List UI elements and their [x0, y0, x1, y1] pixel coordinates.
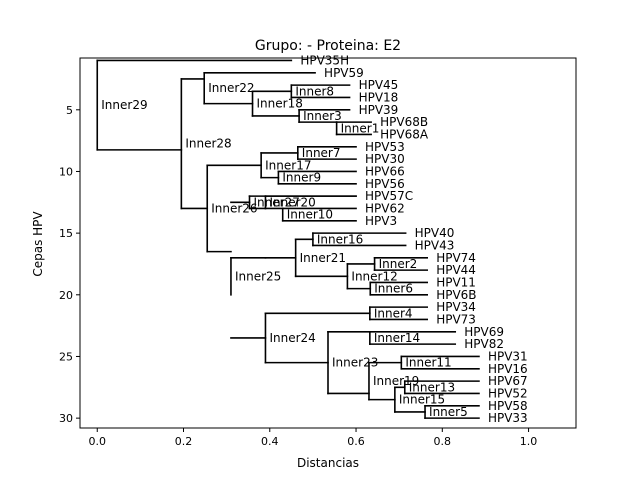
x-tick-label: 0.2 — [175, 435, 193, 448]
leaf-label: HPV53 — [365, 140, 405, 154]
y-axis-label: Cepas HPV — [31, 211, 45, 277]
inner-node-label: Inner2 — [379, 257, 418, 271]
leaf-label: HPV82 — [464, 337, 504, 351]
inner-node-label: Inner13 — [409, 380, 455, 394]
x-tick-label: 0.6 — [347, 435, 365, 448]
inner-node-label: Inner25 — [235, 269, 281, 283]
dendrogram-branches — [96, 59, 480, 419]
y-tick-label: 5 — [66, 104, 73, 117]
chart-title: Grupo: - Proteina: E2 — [255, 38, 401, 54]
inner-node-label: Inner5 — [429, 405, 468, 419]
inner-node-label: Inner4 — [374, 306, 413, 320]
leaf-label: HPV39 — [359, 103, 399, 117]
leaf-label: HPV45 — [359, 78, 399, 92]
inner-node-label: Inner3 — [303, 109, 342, 123]
x-tick-label: 0.4 — [261, 435, 279, 448]
y-tick-label: 20 — [59, 289, 73, 302]
leaf-label: HPV11 — [436, 275, 476, 289]
leaf-label: HPV3 — [365, 214, 397, 228]
inner-node-label: Inner28 — [185, 137, 231, 151]
y-tick-label: 15 — [59, 227, 73, 240]
inner-node-label: Inner24 — [269, 331, 315, 345]
inner-node-label: Inner18 — [257, 97, 303, 111]
leaf-label: HPV68B — [380, 115, 428, 129]
inner-node-label: Inner26 — [211, 201, 257, 215]
inner-node-label: Inner12 — [351, 269, 397, 283]
leaf-label: HPV34 — [436, 300, 476, 314]
inner-node-label: Inner15 — [399, 393, 445, 407]
leaf-label: HPV16 — [488, 362, 528, 376]
leaf-label: HPV30 — [365, 152, 405, 166]
leaf-label: HPV18 — [359, 90, 399, 104]
leaf-label: HPV33 — [488, 411, 528, 425]
leaf-label: HPV66 — [365, 164, 405, 178]
y-tick-label: 10 — [59, 165, 73, 178]
inner-node-label: Inner19 — [373, 374, 419, 388]
inner-node-label: Inner10 — [287, 208, 333, 222]
y-tick-label: 25 — [59, 350, 73, 363]
x-tick-label: 0.0 — [89, 435, 107, 448]
axis-ticks: 0.0 0.2 0.4 0.6 0.8 1.0 5 10 15 20 25 30 — [59, 104, 537, 448]
leaf-label: HPV68A — [380, 127, 429, 141]
inner-node-label: Inner14 — [374, 331, 420, 345]
leaf-label: HPV74 — [436, 251, 476, 265]
leaf-label: HPV73 — [436, 312, 476, 326]
inner-node-label: Inner17 — [265, 158, 311, 172]
leaf-label: HPV58 — [488, 399, 528, 413]
x-tick-label: 1.0 — [520, 435, 538, 448]
x-axis-label: Distancias — [297, 456, 359, 470]
node-labels: Inner29 Inner28 Inner22 Inner8Inner18Inner3… — [101, 53, 527, 425]
inner-node-label: Inner8 — [295, 84, 334, 98]
leaf-label: HPV69 — [464, 325, 504, 339]
y-tick-label: 30 — [59, 412, 73, 425]
leaf-label: HPV35H — [300, 53, 349, 67]
inner-node-label: Inner7 — [302, 146, 341, 160]
inner-node-label: Inner6 — [374, 282, 413, 296]
inner-node-label: Inner22 — [208, 81, 254, 95]
leaf-label: HPV44 — [436, 263, 476, 277]
leaf-label: HPV52 — [488, 386, 528, 400]
inner-node-label: Inner9 — [282, 171, 321, 185]
x-tick-label: 0.8 — [434, 435, 452, 448]
inner-node-label: Inner16 — [317, 232, 363, 246]
leaf-label: HPV43 — [415, 238, 455, 252]
leaf-label: HPV67 — [488, 374, 528, 388]
leaf-label: HPV62 — [365, 201, 405, 215]
plot-frame — [79, 57, 577, 429]
leaf-label: HPV56 — [365, 177, 405, 191]
leaf-label: HPV59 — [324, 66, 364, 80]
inner-node-label: Inner20 — [269, 195, 315, 209]
inner-node-label: Inner1 — [341, 121, 380, 135]
leaf-label: HPV31 — [488, 349, 528, 363]
leaf-label: HPV40 — [415, 226, 455, 240]
leaf-label: HPV57C — [365, 189, 413, 203]
inner-node-label: Inner29 — [101, 98, 147, 112]
inner-node-label: Inner21 — [300, 251, 346, 265]
leaf-label: HPV6B — [436, 288, 476, 302]
inner-node-label: Inner23 — [332, 356, 378, 370]
inner-node-label: Inner11 — [405, 356, 451, 370]
inner-node-label: Inner27 — [254, 195, 300, 209]
